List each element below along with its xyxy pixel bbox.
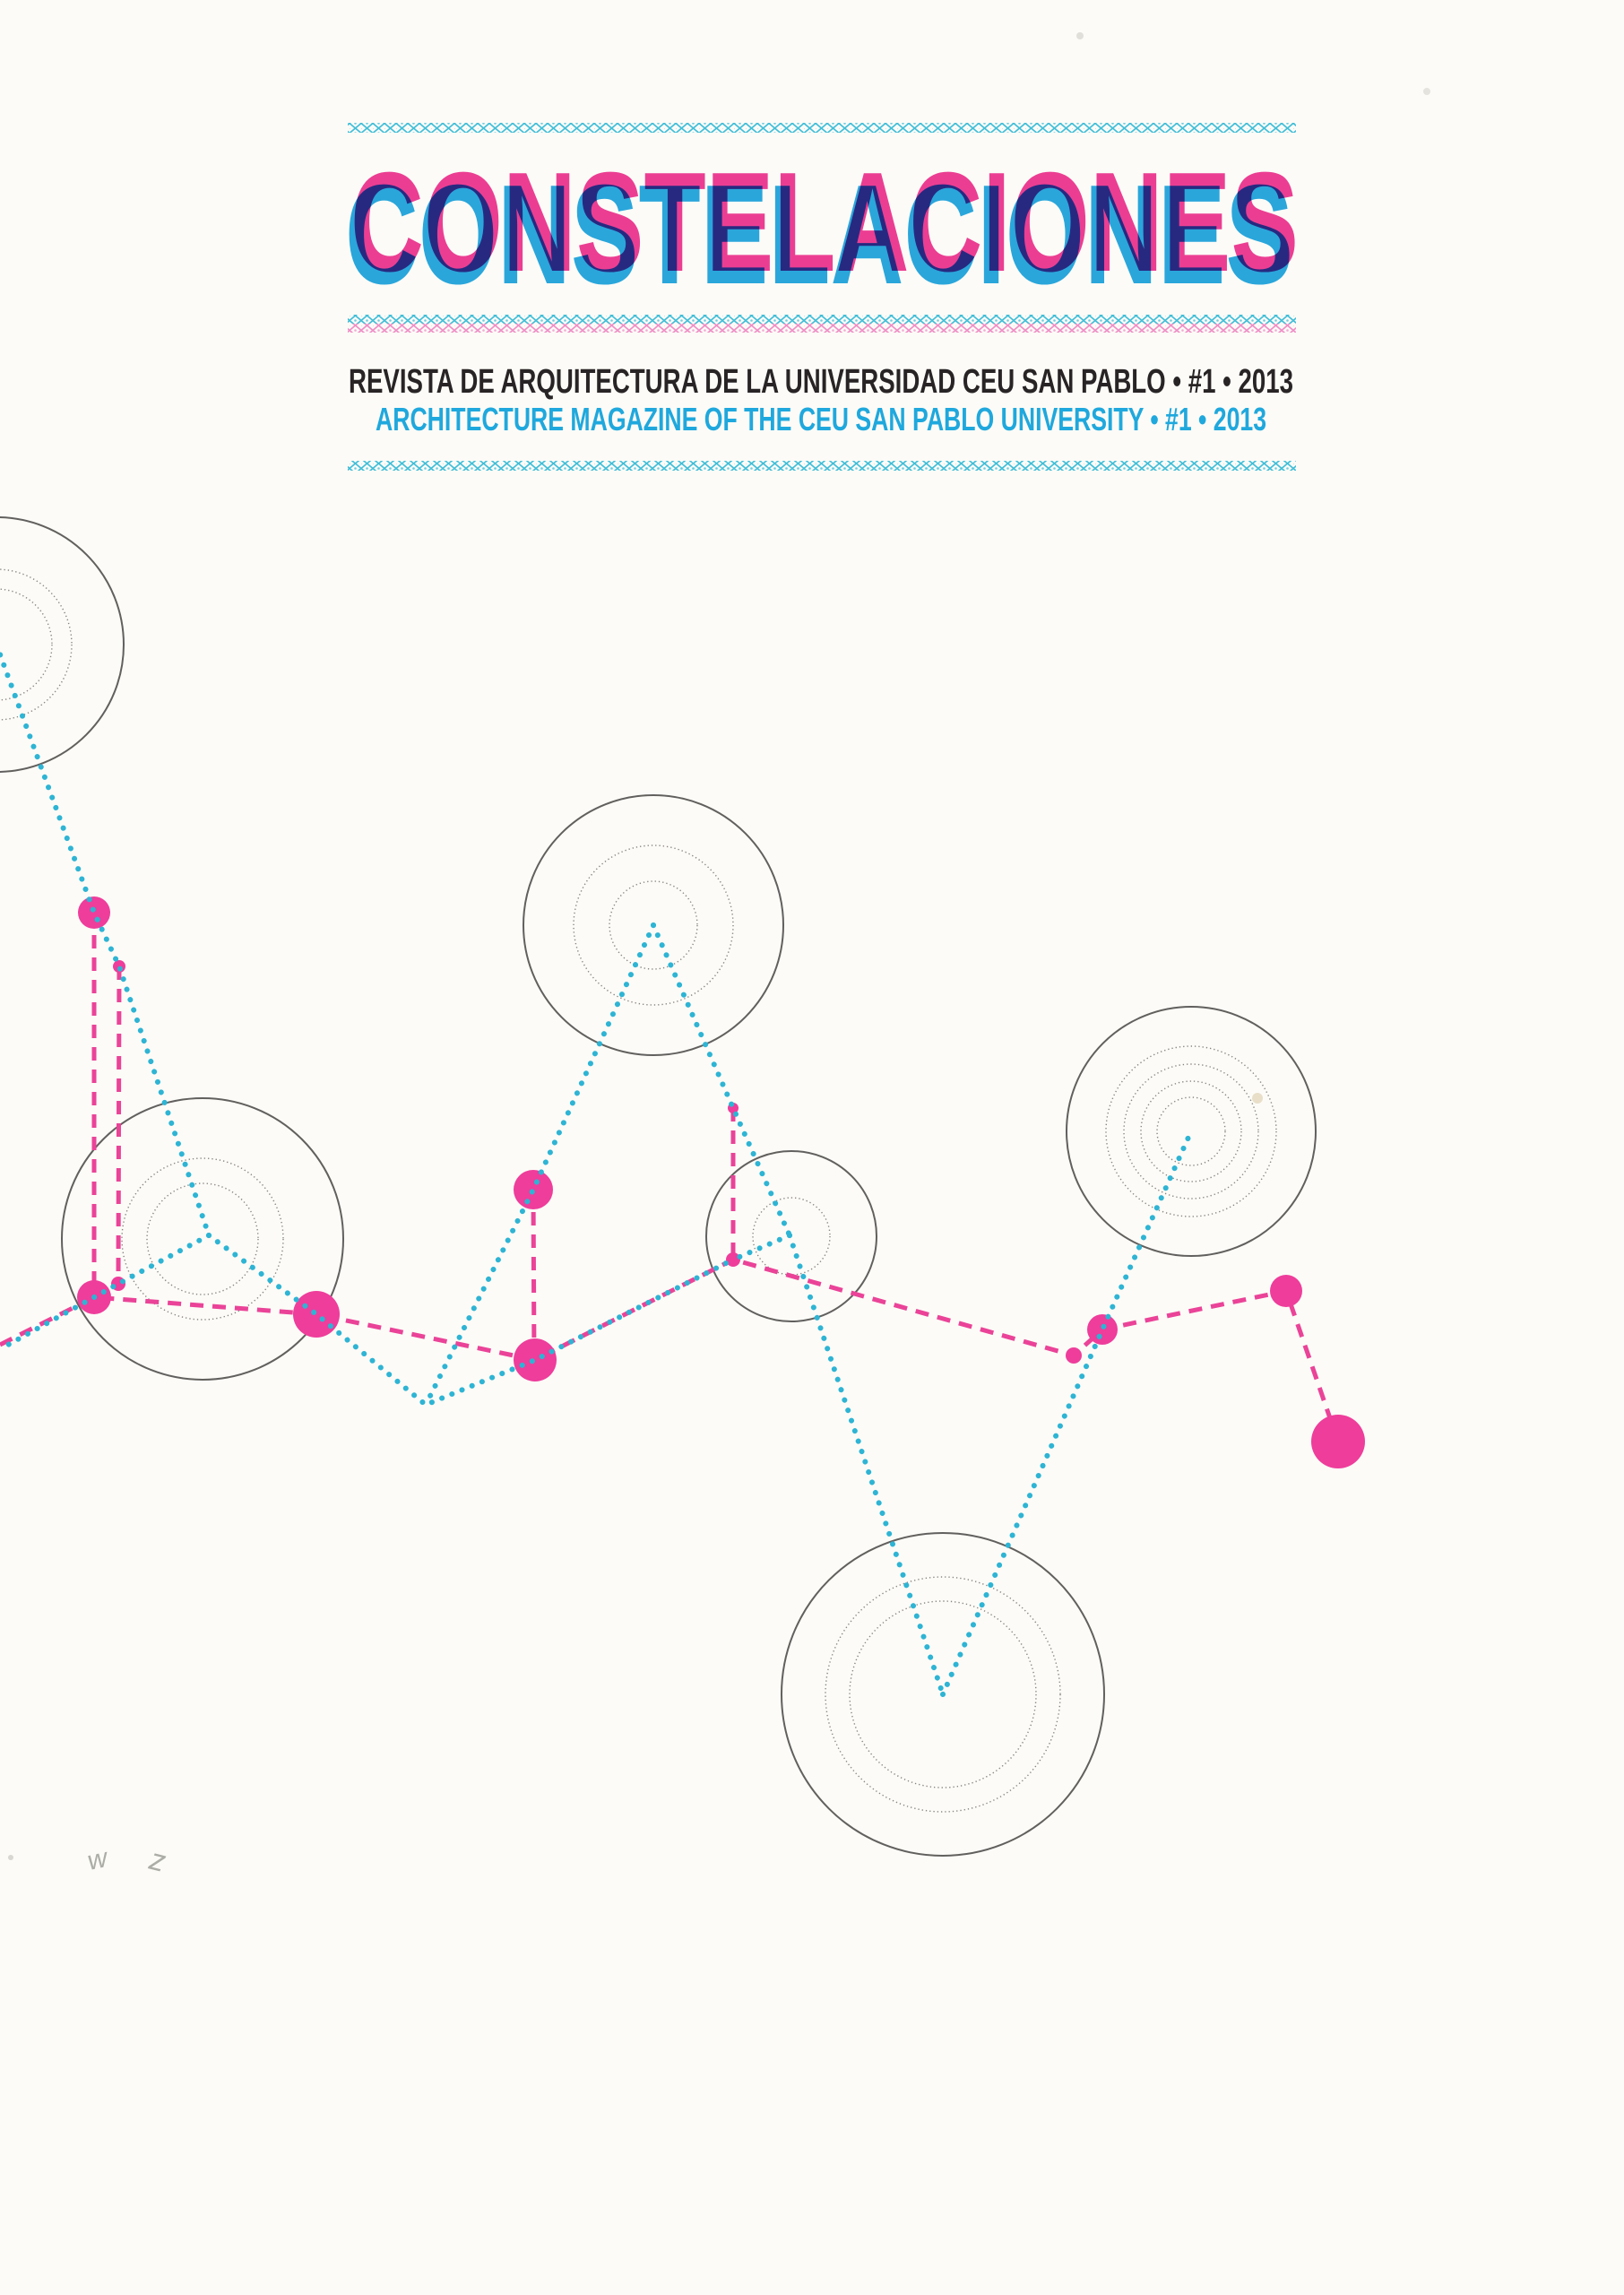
pink-node [1270, 1275, 1302, 1307]
cyan-dotted-line [730, 1233, 792, 1262]
cyan-dotted-line [0, 1233, 212, 1352]
constellation-circle-ring [1156, 1096, 1226, 1166]
ornamental-border-top [348, 123, 1296, 133]
constellation-circle-outer [705, 1150, 877, 1322]
cyan-dotted-line [651, 922, 792, 1238]
constellation-circle-ring [121, 1157, 284, 1321]
constellation-graphic [0, 516, 1365, 1857]
pink-node [1066, 1347, 1082, 1364]
constellation-circle-outer [1066, 1006, 1317, 1257]
subtitle-spanish: REVISTA DE ARQUITECTURA DE LA UNIVERSIDA… [349, 363, 1293, 401]
cyan-dotted-line [787, 1233, 946, 1697]
dust-specks [8, 32, 1430, 1860]
constellation-circle-ring [849, 1600, 1037, 1788]
dust-speck [1076, 32, 1084, 39]
ornamental-border-mid-cyan [348, 315, 1296, 324]
constellation-circle-outer [523, 794, 784, 1056]
constellation-circle-ring [1105, 1045, 1277, 1217]
constellation-circle-ring [825, 1576, 1061, 1813]
dust-speck [1252, 1093, 1263, 1104]
cyan-dotted-line [940, 1129, 1194, 1697]
constellation-circle-ring [573, 844, 734, 1006]
dust-speck [8, 1855, 13, 1860]
constellation-circle-ring [0, 568, 73, 721]
cyan-dotted-line [206, 1233, 736, 1407]
constellation-circle-ring [1123, 1063, 1259, 1199]
constellation-circle-outer [0, 516, 125, 773]
pink-node [1087, 1314, 1118, 1345]
pink-node [78, 896, 110, 929]
ornamental-border-mid-pink [348, 324, 1296, 333]
dust-speck [1423, 88, 1430, 95]
cyan-dotted-line [0, 646, 212, 1238]
magazine-title: CONSTELACIONES CONSTELACIONES [345, 143, 1299, 314]
pink-dashed-line [531, 1189, 537, 1361]
constellation-circle-ring [146, 1182, 259, 1295]
magazine-title-layer-cyan: CONSTELACIONES [345, 156, 1293, 314]
ornamental-border-bottom [348, 461, 1296, 471]
pink-node [293, 1291, 340, 1338]
cyan-dotted-line [423, 922, 656, 1407]
constellation-circle-ring [752, 1197, 831, 1276]
constellation-circle-outer [61, 1097, 344, 1381]
subtitle-english: ARCHITECTURE MAGAZINE OF THE CEU SAN PAB… [376, 401, 1266, 437]
constellation-circle-ring [1140, 1080, 1242, 1182]
constellation-circle-ring [609, 880, 698, 970]
pink-node [514, 1338, 557, 1381]
constellation-circle-ring [0, 588, 53, 701]
pink-dashed-line [116, 966, 122, 1285]
pink-node [1311, 1415, 1365, 1468]
pink-node [726, 1252, 740, 1267]
magazine-title-layer-magenta: CONSTELACIONES [350, 143, 1299, 301]
constellation-circle-outer [781, 1532, 1105, 1857]
